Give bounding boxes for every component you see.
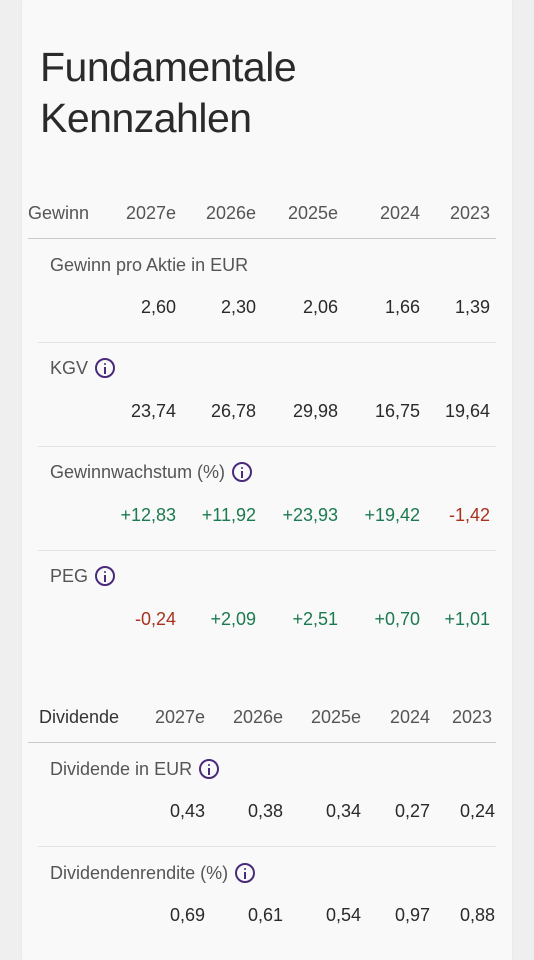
title-line-2: Kennzahlen <box>40 95 252 141</box>
section-title: Fundamentale Kennzahlen <box>40 42 297 144</box>
value-2025e: +2,51 <box>292 609 338 629</box>
dividende-header-2026e: 2026e <box>232 707 283 727</box>
value-2026e: 0,38 <box>247 801 283 821</box>
gewinn-header-2026e: 2026e <box>205 203 256 223</box>
gewinn-header-divider <box>28 238 496 239</box>
value-2023: 1,39 <box>454 297 490 317</box>
value-2026e: +11,92 <box>201 505 256 525</box>
fundamentals-card: Fundamentale Kennzahlen Gewinn 2027e 202… <box>22 0 512 960</box>
gewinn-table-header: Gewinn 2027e 2026e 2025e 2024 2023 <box>22 203 496 233</box>
gewinn-header-2024: 2024 <box>379 203 420 223</box>
row-label: Dividendenrendite (%) <box>50 862 256 884</box>
value-2024: 1,66 <box>384 297 420 317</box>
row-divider <box>38 550 496 551</box>
value-2027e: +12,83 <box>120 505 176 525</box>
value-2023: 19,64 <box>444 401 490 421</box>
value-2023: +1,01 <box>444 609 490 629</box>
dividende-header-2024: 2024 <box>389 707 430 727</box>
dividende-header-divider <box>28 742 496 743</box>
row-divider <box>38 446 496 447</box>
fundamentals-table-scroller[interactable]: Gewinn 2027e 2026e 2025e 2024 2023 Gewin… <box>22 0 496 960</box>
value-2025e: 0,54 <box>325 905 361 925</box>
info-icon[interactable] <box>95 358 116 378</box>
value-2026e: 0,61 <box>247 905 283 925</box>
value-2023: 0,88 <box>460 905 496 925</box>
info-icon[interactable] <box>199 759 220 779</box>
gewinn-header-2023: 2023 <box>449 203 490 223</box>
value-2023: -1,42 <box>448 505 490 525</box>
dividende-header-2023: 2023 <box>452 707 493 727</box>
value-2025e: +23,93 <box>282 505 338 525</box>
info-icon[interactable] <box>95 566 116 586</box>
value-2024: 0,27 <box>394 801 430 821</box>
gewinn-header-label: Gewinn <box>28 203 90 223</box>
value-2026e: +2,09 <box>210 609 256 629</box>
value-2026e: 26,78 <box>210 401 256 421</box>
value-2027e: 0,69 <box>169 905 205 925</box>
gewinn-header-2027e: 2027e <box>125 203 176 223</box>
info-icon[interactable] <box>235 863 256 883</box>
value-2025e: 0,34 <box>325 801 361 821</box>
title-line-1: Fundamentale <box>40 44 297 90</box>
row-divider <box>38 342 496 343</box>
row-label: Dividende in EUR <box>50 758 220 780</box>
dividende-table-header: Dividende 2027e 2026e 2025e 2024 2023 <box>22 707 496 737</box>
value-2024: 0,97 <box>394 905 430 925</box>
value-2024: 16,75 <box>374 401 420 421</box>
row-label: Gewinnwachstum (%) <box>50 461 253 483</box>
value-2026e: 2,30 <box>220 297 256 317</box>
dividende-header-2027e: 2027e <box>154 707 205 727</box>
info-icon[interactable] <box>232 462 253 482</box>
gewinn-header-2025e: 2025e <box>287 203 338 223</box>
value-2027e: 23,74 <box>130 401 176 421</box>
row-divider <box>38 846 496 847</box>
value-2025e: 2,06 <box>302 297 338 317</box>
value-2025e: 29,98 <box>292 401 338 421</box>
value-2027e: -0,24 <box>134 609 176 629</box>
row-label: Gewinn pro Aktie in EUR <box>50 254 249 275</box>
dividende-header-2025e: 2025e <box>310 707 361 727</box>
value-2024: +0,70 <box>374 609 420 629</box>
value-2023: 0,24 <box>460 801 496 821</box>
value-2027e: 0,43 <box>169 801 205 821</box>
dividende-header-label: Dividende <box>39 707 120 727</box>
value-2027e: 2,60 <box>140 297 176 317</box>
row-label: KGV <box>50 357 116 379</box>
value-2024: +19,42 <box>364 505 420 525</box>
row-label: PEG <box>50 565 116 587</box>
